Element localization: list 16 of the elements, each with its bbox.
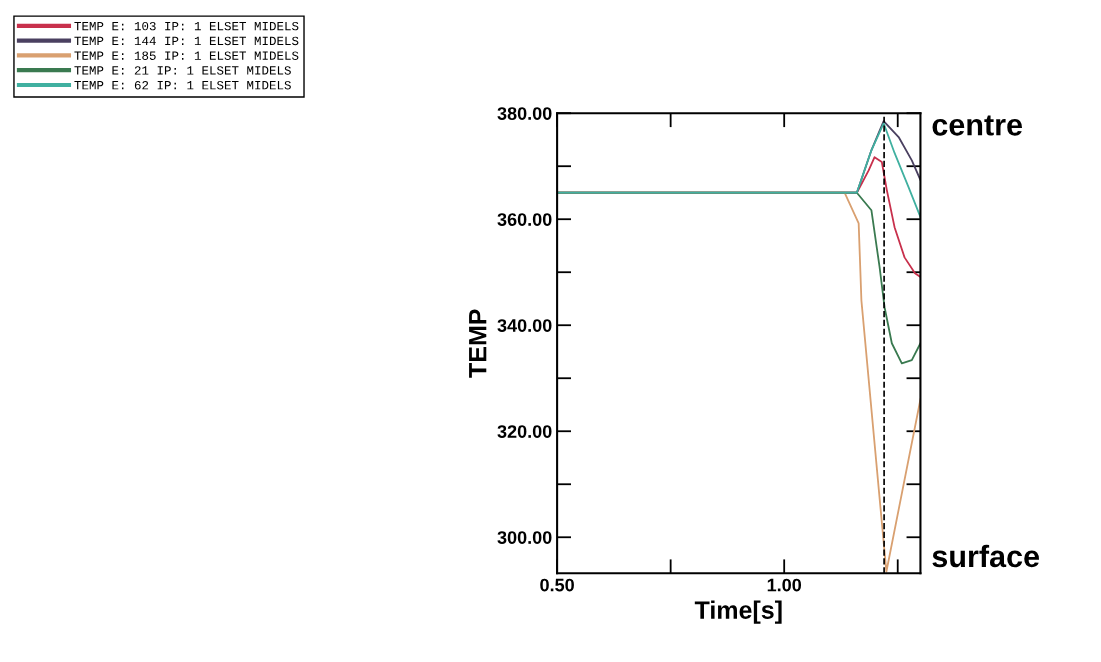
y-tick-label: 320.00 (497, 425, 552, 438)
y-axis-title: TEMP (469, 309, 487, 378)
x-tick-label: 0.50 (540, 578, 574, 592)
y-tick-label: 360.00 (497, 213, 552, 226)
legend-label: TEMP E: 185 IP: 1 ELSET MIDELS (74, 51, 299, 60)
text: centre (932, 115, 1022, 136)
legend-label: TEMP E: 103 IP: 1 ELSET MIDELS (74, 21, 299, 31)
x-axis-title: Time[s] (694, 600, 782, 624)
x-tick-label: 1.00 (767, 578, 802, 592)
text: surface (932, 544, 1039, 568)
y-tick-label: 380.00 (497, 107, 552, 120)
legend-label: TEMP E: 21 IP: 1 ELSET MIDELS (74, 66, 291, 75)
legend-label: TEMP E: 144 IP: 1 ELSET MIDELS (74, 36, 299, 46)
y-tick-label: 340.00 (497, 319, 552, 332)
y-tick-label: 300.00 (497, 531, 552, 544)
legend-label: TEMP E: 62 IP: 1 ELSET MIDELS (74, 80, 291, 90)
